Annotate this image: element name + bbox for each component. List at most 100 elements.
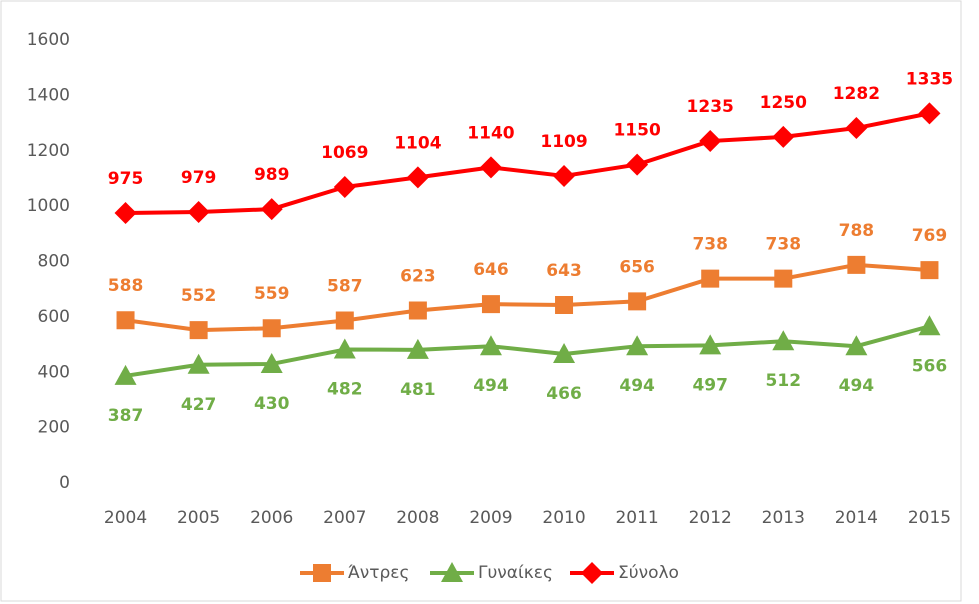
data-label: 643	[546, 261, 582, 281]
marker	[699, 334, 722, 355]
marker	[845, 117, 868, 140]
data-label: 427	[181, 395, 217, 415]
marker	[260, 198, 283, 221]
data-label: 552	[181, 286, 217, 306]
legend-label: Άντρες	[348, 563, 409, 583]
x-tick-label: 2005	[177, 508, 220, 528]
data-label: 566	[912, 356, 948, 376]
marker	[189, 321, 208, 340]
marker	[845, 335, 868, 356]
marker	[772, 125, 795, 148]
data-label: 1250	[760, 93, 807, 113]
y-tick-label: 200	[38, 418, 70, 438]
data-label: 1104	[394, 133, 441, 153]
legend-label: Γυναίκες	[478, 563, 553, 583]
y-tick-label: 1200	[27, 141, 70, 161]
data-label: 1282	[833, 84, 880, 104]
data-label: 646	[473, 260, 509, 280]
data-label: 979	[181, 168, 217, 188]
marker	[847, 255, 866, 274]
marker	[772, 330, 795, 351]
marker	[187, 200, 210, 223]
data-label: 769	[912, 226, 948, 246]
x-tick-label: 2008	[396, 508, 439, 528]
data-label: 656	[619, 257, 655, 277]
data-label: 512	[766, 371, 802, 391]
data-label: 494	[473, 376, 509, 396]
y-tick-label: 1000	[27, 196, 70, 216]
marker	[918, 102, 941, 125]
data-label: 494	[839, 376, 875, 396]
data-label: 989	[254, 165, 290, 185]
y-tick-label: 400	[38, 362, 70, 382]
data-label: 387	[108, 406, 144, 426]
marker	[774, 269, 793, 288]
data-label: 1150	[613, 121, 660, 141]
x-tick-label: 2012	[689, 508, 732, 528]
data-label: 1069	[321, 143, 368, 163]
marker	[555, 295, 574, 314]
data-label: 788	[839, 221, 875, 241]
data-label: 587	[327, 276, 363, 296]
marker	[628, 292, 647, 311]
marker	[553, 342, 576, 363]
x-tick-label: 2011	[615, 508, 658, 528]
marker	[406, 338, 429, 359]
chart-border	[0, 0, 962, 602]
marker	[333, 338, 356, 359]
data-label: 482	[327, 380, 363, 400]
marker	[918, 315, 941, 336]
y-tick-label: 1400	[27, 85, 70, 105]
marker	[441, 562, 463, 582]
marker	[114, 364, 137, 385]
data-label: 1109	[540, 132, 587, 152]
marker	[408, 301, 427, 320]
marker	[260, 352, 283, 373]
x-tick-label: 2013	[762, 508, 805, 528]
marker	[701, 269, 720, 288]
series-line	[125, 111, 930, 216]
data-label: 1235	[687, 97, 734, 117]
marker	[479, 335, 502, 356]
marker	[479, 156, 502, 179]
x-tick-label: 2010	[542, 508, 585, 528]
marker	[626, 153, 649, 176]
y-tick-label: 600	[38, 307, 70, 327]
data-label: 738	[692, 235, 728, 255]
data-label: 975	[108, 169, 144, 189]
data-label: 497	[692, 375, 728, 395]
x-tick-label: 2009	[469, 508, 512, 528]
marker	[262, 319, 281, 338]
marker	[313, 564, 331, 582]
y-tick-label: 800	[38, 252, 70, 272]
data-label: 1140	[467, 123, 514, 143]
x-tick-label: 2006	[250, 508, 293, 528]
marker	[116, 311, 135, 330]
marker	[581, 562, 603, 584]
x-tick-label: 2007	[323, 508, 366, 528]
x-tick-label: 2004	[104, 508, 147, 528]
data-label: 588	[108, 276, 144, 296]
marker	[187, 353, 210, 374]
data-label: 466	[546, 384, 582, 404]
y-tick-label: 1600	[27, 30, 70, 50]
marker	[481, 295, 500, 314]
marker	[335, 311, 354, 330]
data-label: 481	[400, 380, 436, 400]
legend-label: Σύνολο	[618, 563, 679, 583]
series-line	[125, 262, 930, 333]
marker	[920, 261, 939, 280]
data-label: 559	[254, 284, 290, 304]
marker	[626, 335, 649, 356]
data-label: 738	[766, 235, 802, 255]
data-label: 1335	[906, 69, 953, 89]
marker	[553, 164, 576, 187]
data-label: 494	[619, 376, 655, 396]
marker	[406, 166, 429, 189]
marker	[333, 176, 356, 199]
series-line	[125, 324, 930, 378]
y-tick-label: 0	[59, 473, 70, 493]
x-tick-label: 2015	[908, 508, 951, 528]
data-label: 430	[254, 394, 290, 414]
